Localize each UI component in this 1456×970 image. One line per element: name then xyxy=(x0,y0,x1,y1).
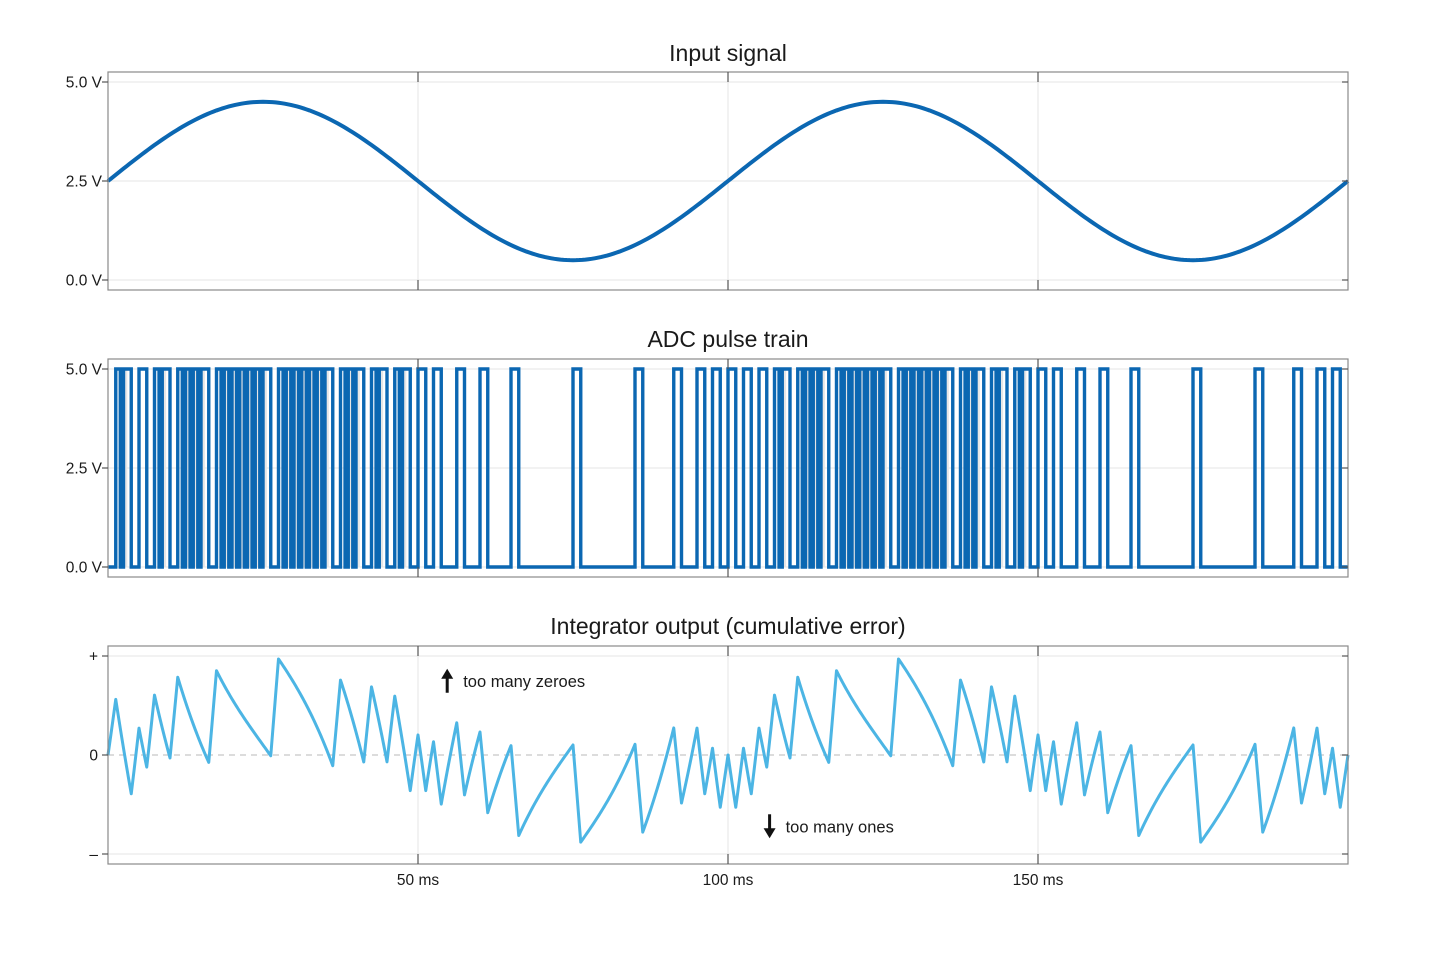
panel-adc-pulse-train: ADC pulse train 0.0 V 2.5 V 5.0 V xyxy=(66,326,1349,578)
annotation-too-many-ones: too many ones xyxy=(763,814,894,839)
y-tick-label: – xyxy=(89,847,98,864)
series-line-pulse xyxy=(108,367,1348,569)
y-tick-label: 0.0 V xyxy=(66,560,103,577)
panel-integrator-output: Integrator output (cumulative error) – 0 +… xyxy=(89,613,1350,865)
x-axis-tick-labels: 50 ms 100 ms 150 ms xyxy=(397,872,1064,889)
plot-area xyxy=(106,99,1350,263)
x-tick-label: 100 ms xyxy=(703,872,754,889)
panel-input-signal: Input signal 0.0 V 2.5 V 5.0 V xyxy=(66,40,1350,291)
arrow-up-icon xyxy=(441,668,454,679)
annotations: too many zeroes too many ones xyxy=(441,668,894,839)
plot-area xyxy=(108,367,1348,569)
axis-ticks: 0.0 V 2.5 V 5.0 V xyxy=(66,72,1348,290)
axis-ticks: – 0 + xyxy=(89,646,1348,864)
y-tick-label: + xyxy=(89,649,98,666)
y-tick-label: 2.5 V xyxy=(66,174,103,191)
x-tick-label: 50 ms xyxy=(397,872,439,889)
arrow-down-icon xyxy=(763,828,776,839)
series-line-error xyxy=(106,657,1350,844)
y-tick-label: 0.0 V xyxy=(66,273,103,290)
annotation-label: too many ones xyxy=(786,818,894,836)
chart-title: Integrator output (cumulative error) xyxy=(550,613,905,639)
chart-title: ADC pulse train xyxy=(647,326,808,352)
plot-area xyxy=(106,657,1350,844)
y-tick-label: 0 xyxy=(89,748,98,765)
y-tick-label: 2.5 V xyxy=(66,461,103,478)
axis-ticks: 0.0 V 2.5 V 5.0 V xyxy=(66,359,1348,577)
y-tick-label: 5.0 V xyxy=(66,75,103,92)
series-line-input xyxy=(106,99,1350,263)
annotation-label: too many zeroes xyxy=(463,673,585,691)
x-tick-label: 150 ms xyxy=(1013,872,1064,889)
annotation-too-many-zeroes: too many zeroes xyxy=(441,668,585,693)
y-tick-label: 5.0 V xyxy=(66,362,103,379)
chart-title: Input signal xyxy=(669,40,787,66)
